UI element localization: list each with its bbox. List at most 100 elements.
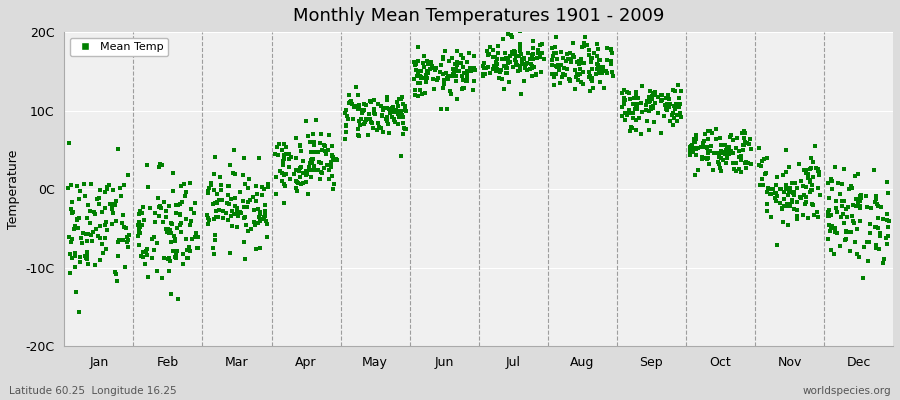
Point	[296, 180, 310, 186]
Point	[69, 182, 84, 189]
Point	[350, 126, 365, 132]
Point	[84, 232, 98, 238]
Point	[486, 53, 500, 60]
Point	[554, 74, 569, 80]
Point	[180, 247, 194, 253]
Point	[184, 206, 198, 212]
Point	[311, 167, 326, 174]
Point	[616, 100, 631, 106]
Point	[98, 235, 112, 241]
Point	[79, 214, 94, 221]
Point	[384, 105, 399, 112]
Point	[153, 160, 167, 167]
Point	[648, 89, 662, 95]
Point	[719, 146, 733, 152]
Point	[69, 289, 84, 295]
Point	[183, 248, 197, 254]
Point	[289, 154, 303, 161]
Point	[242, 197, 256, 204]
Point	[534, 68, 548, 75]
Point	[161, 226, 176, 232]
Point	[225, 208, 239, 214]
Point	[110, 278, 124, 284]
Point	[257, 208, 272, 214]
Point	[411, 80, 426, 86]
Point	[63, 250, 77, 257]
Point	[436, 77, 451, 84]
Point	[324, 161, 338, 167]
Point	[797, 191, 812, 198]
Point	[825, 178, 840, 184]
Point	[768, 195, 782, 202]
Point	[207, 216, 221, 222]
Point	[527, 64, 542, 70]
Point	[544, 45, 559, 52]
Point	[803, 179, 817, 185]
Point	[737, 135, 751, 142]
Point	[790, 198, 805, 205]
Point	[386, 109, 400, 115]
Point	[220, 191, 235, 198]
Point	[389, 106, 403, 113]
Point	[787, 189, 801, 196]
Point	[230, 213, 245, 219]
Y-axis label: Temperature: Temperature	[7, 150, 20, 229]
Point	[499, 70, 513, 76]
Point	[490, 61, 504, 67]
Point	[577, 40, 591, 46]
Point	[501, 56, 516, 62]
Point	[618, 117, 633, 123]
Point	[464, 68, 479, 74]
Point	[798, 200, 813, 207]
Point	[508, 53, 523, 59]
Point	[104, 201, 118, 208]
Point	[742, 160, 756, 166]
Point	[711, 158, 725, 165]
Point	[591, 70, 606, 76]
Point	[216, 214, 230, 221]
Point	[739, 164, 753, 171]
Point	[735, 142, 750, 148]
Point	[325, 153, 339, 160]
Point	[852, 193, 867, 199]
Point	[672, 94, 687, 101]
Point	[723, 134, 737, 140]
Point	[881, 233, 896, 240]
Point	[392, 96, 406, 102]
Point	[658, 94, 672, 101]
Point	[234, 210, 248, 216]
Point	[261, 184, 275, 190]
Point	[475, 63, 490, 69]
Point	[770, 193, 784, 200]
Point	[557, 65, 572, 72]
Point	[229, 171, 243, 177]
Point	[313, 168, 328, 175]
Point	[715, 142, 729, 148]
Point	[512, 41, 526, 47]
Point	[528, 71, 543, 77]
Point	[699, 144, 714, 150]
Point	[880, 240, 895, 247]
Point	[384, 114, 399, 120]
Point	[279, 170, 293, 177]
Point	[311, 159, 326, 166]
Legend: Mean Temp: Mean Temp	[70, 38, 168, 56]
Point	[224, 212, 238, 219]
Point	[352, 133, 366, 139]
Point	[438, 48, 453, 54]
Point	[171, 202, 185, 209]
Point	[398, 126, 412, 132]
Point	[202, 190, 216, 196]
Point	[358, 119, 373, 126]
Point	[881, 224, 896, 230]
Point	[495, 76, 509, 82]
Point	[94, 209, 109, 215]
Point	[440, 74, 454, 81]
Point	[112, 185, 127, 192]
Point	[382, 110, 397, 116]
Point	[868, 242, 883, 248]
Point	[797, 167, 812, 173]
Title: Monthly Mean Temperatures 1901 - 2009: Monthly Mean Temperatures 1901 - 2009	[293, 7, 664, 25]
Point	[721, 151, 735, 157]
Point	[704, 142, 718, 149]
